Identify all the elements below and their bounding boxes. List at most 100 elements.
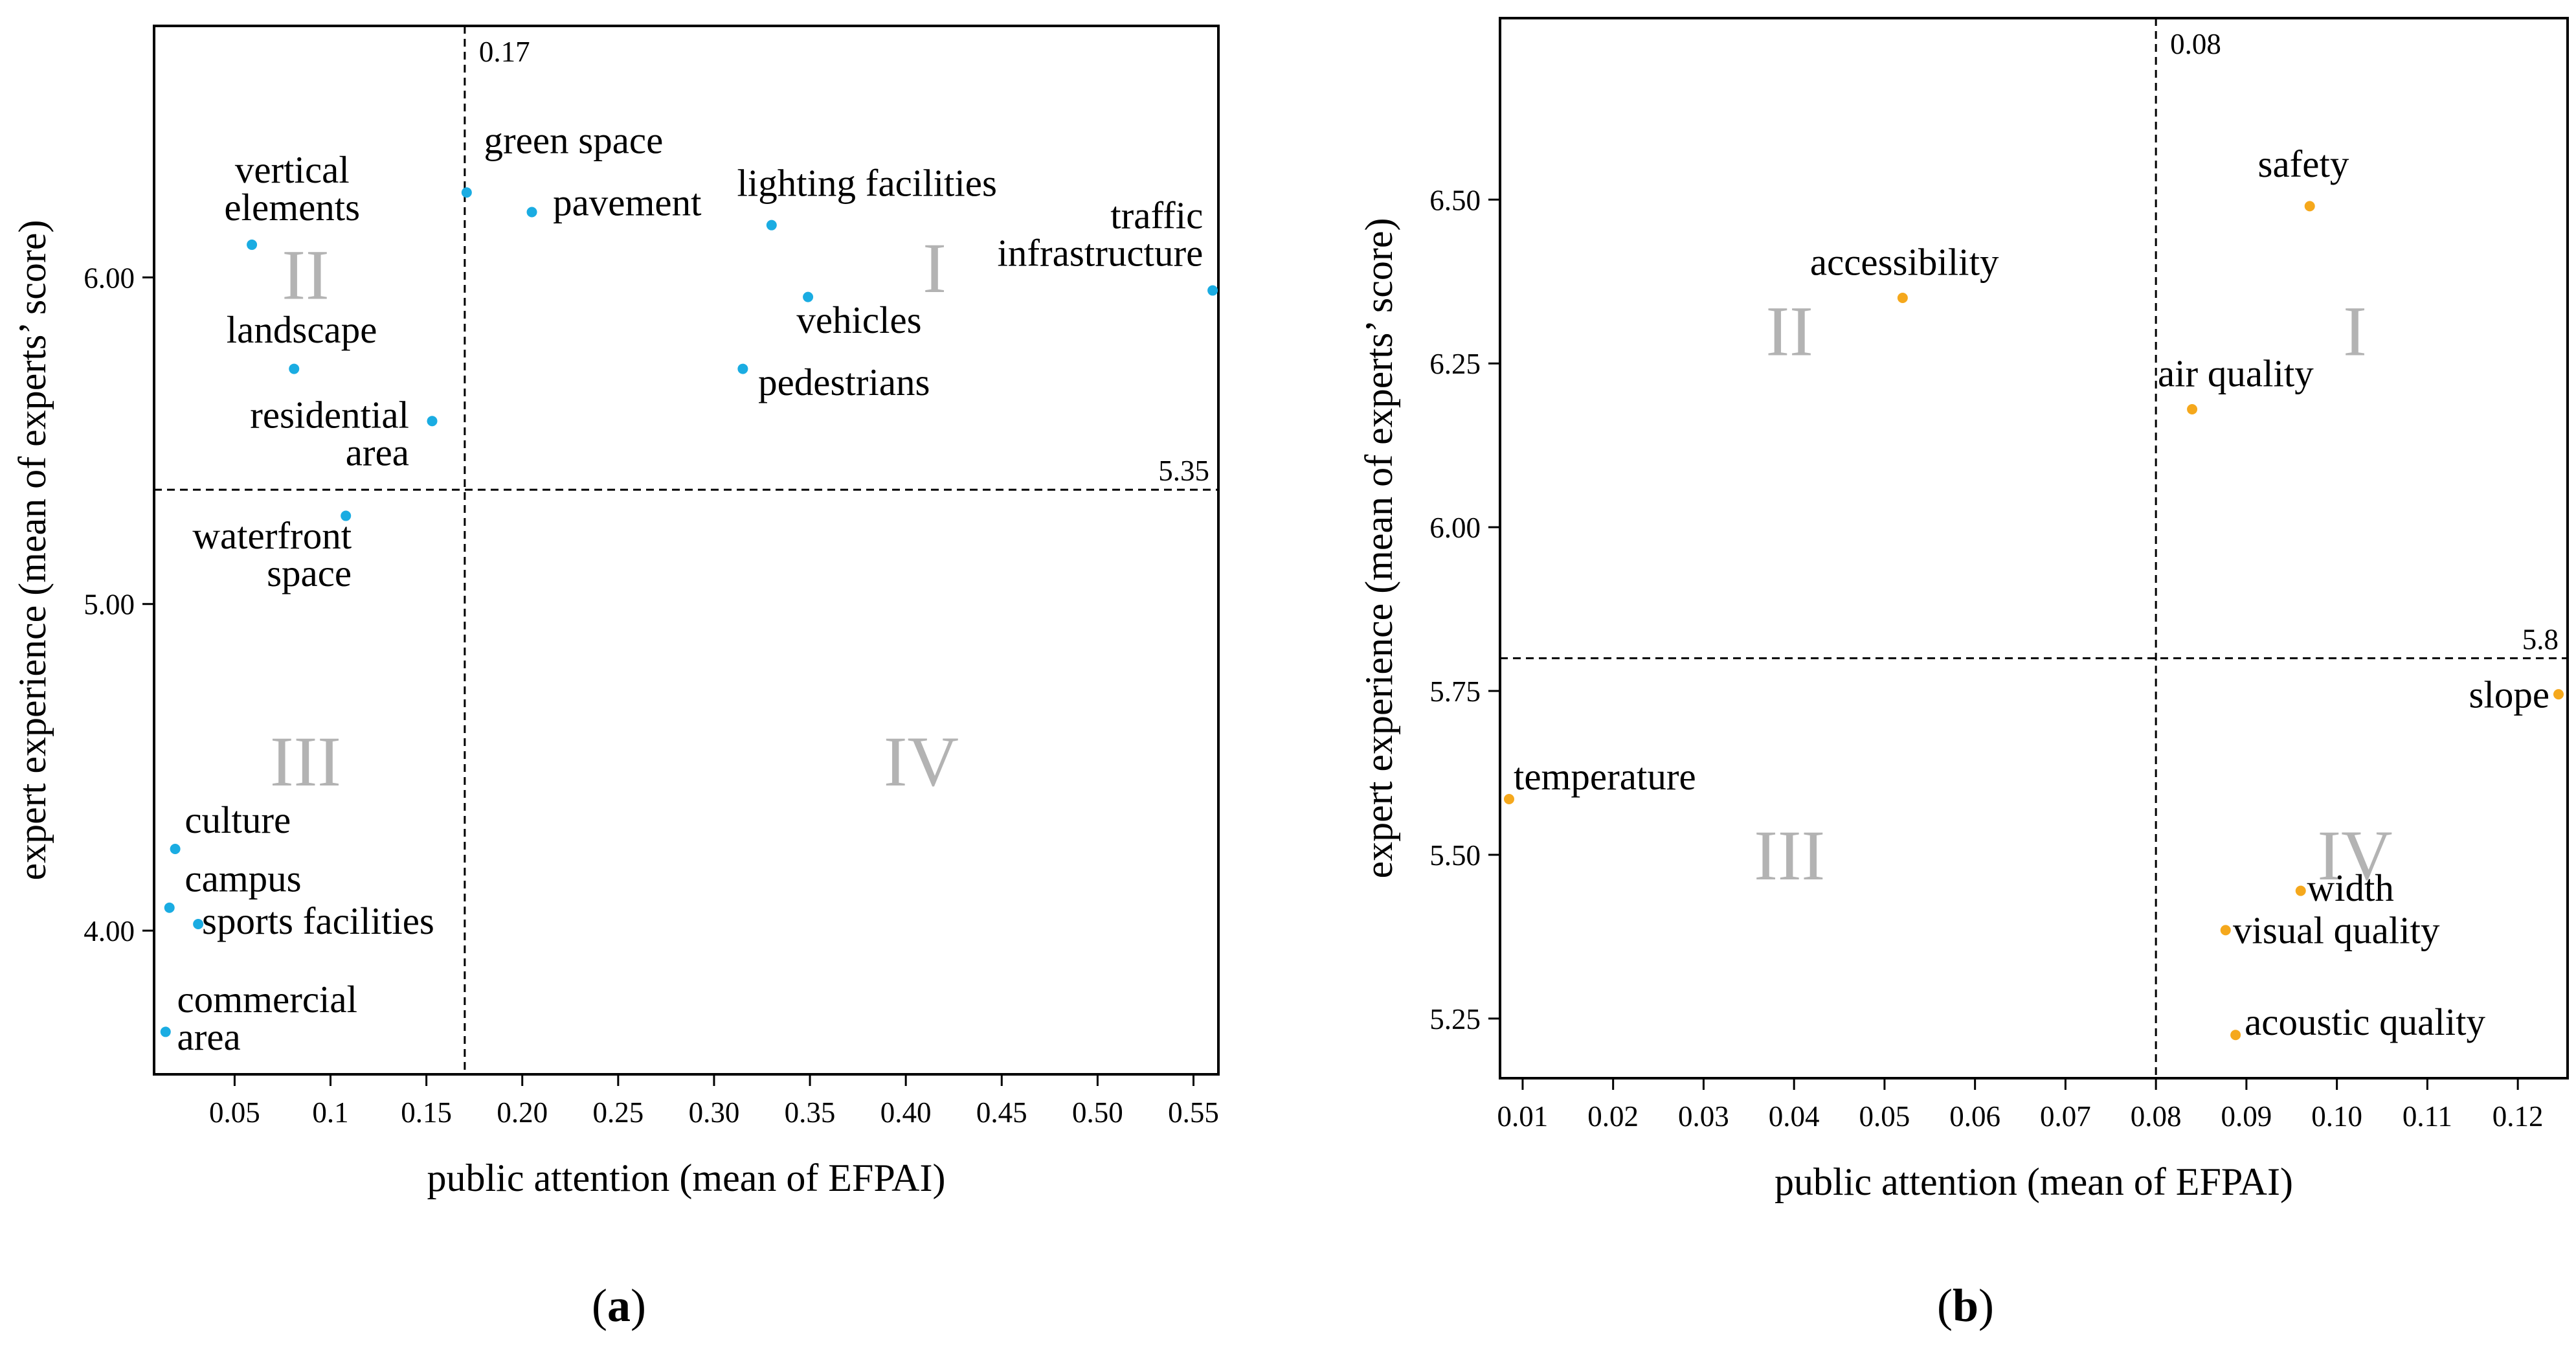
point-label-line: acoustic quality	[2245, 1000, 2485, 1043]
point-label-line: sports facilities	[202, 899, 434, 942]
point-label-line: culture	[185, 798, 291, 841]
quadrant-label: I	[923, 229, 946, 308]
point-label-line: traffic	[1110, 194, 1203, 237]
point-label: temperature	[1514, 755, 1696, 798]
point-label-line: campus	[185, 857, 301, 900]
point-label: campus	[185, 857, 301, 900]
panel-a: 0.05 0.1 0.15 0.20 0.25 0.30 0.35 0.40 0.45 0.50 0…	[11, 25, 1220, 1331]
caption-letter: b	[1953, 1280, 1978, 1331]
caption-paren: (	[1937, 1280, 1953, 1331]
x-tick-label: 0.05	[1859, 1100, 1910, 1133]
point-label: vehicles	[796, 299, 921, 341]
point-label: residential area	[250, 393, 409, 473]
point-label: safety	[2258, 142, 2349, 185]
y-tick-label: 5.50	[1429, 839, 1481, 872]
point-label: lighting facilities	[737, 161, 996, 204]
data-point	[193, 918, 204, 929]
point-label-line: visual quality	[2233, 909, 2440, 952]
quadrant-label: III	[270, 722, 341, 801]
data-point	[160, 1026, 171, 1037]
data-point	[427, 416, 438, 427]
quadrant-label: I	[2343, 292, 2367, 371]
panel-b: 0.01 0.02 0.03 0.04 0.05 0.06 0.07 0.08 0.09 0.10…	[1358, 17, 2569, 1331]
point-label-line: vertical	[235, 148, 350, 191]
point-label-line: residential	[250, 393, 409, 436]
point-label: commercial area	[177, 978, 357, 1058]
point-label-line: waterfront	[192, 514, 352, 557]
data-point	[1503, 793, 1514, 804]
data-point	[766, 220, 777, 231]
point-label-line: area	[177, 1015, 241, 1058]
point-label: air quality	[2158, 352, 2314, 395]
x-axis-label: public attention (mean of EFPAI)	[427, 1157, 946, 1199]
point-label-line: air quality	[2158, 352, 2314, 395]
y-tick-label: 6.25	[1429, 348, 1481, 380]
x-tick-label: 0.40	[880, 1096, 932, 1129]
x-tick-label: 0.03	[1678, 1100, 1729, 1133]
point-label-line: accessibility	[1810, 241, 1999, 284]
y-tick-label: 6.00	[84, 262, 135, 294]
data-point	[289, 363, 300, 374]
point-label: traffic infrastructure	[998, 194, 1204, 275]
point-label-line: landscape	[227, 308, 377, 351]
point-label-line: lighting facilities	[737, 161, 996, 204]
x-tick-label: 0.30	[689, 1096, 740, 1129]
point-label: sports facilities	[202, 899, 434, 942]
y-tick-label: 5.00	[84, 589, 135, 621]
data-point	[2187, 404, 2198, 415]
point-label-line: width	[2307, 866, 2394, 909]
quadrant-label: II	[282, 235, 329, 314]
y-tick-label: 5.75	[1429, 675, 1481, 708]
point-label: waterfront space	[192, 514, 352, 594]
x-tick-label: 0.04	[1769, 1100, 1820, 1133]
y-tick-label: 4.00	[84, 915, 135, 947]
x-tick-label: 0.35	[785, 1096, 836, 1129]
x-tick-label: 0.07	[2040, 1100, 2091, 1133]
point-label: accessibility	[1810, 241, 1999, 284]
point-label-line: green space	[484, 119, 663, 162]
point-label-line: area	[346, 431, 409, 473]
x-tick-label: 0.12	[2492, 1100, 2544, 1133]
x-tick-label: 0.25	[592, 1096, 644, 1129]
point-label: culture	[185, 798, 291, 841]
threshold-x-label: 0.17	[479, 36, 530, 68]
y-tick-label: 6.50	[1429, 184, 1481, 216]
data-point	[2553, 689, 2564, 700]
point-label-line: safety	[2258, 142, 2349, 185]
point-label-line: pavement	[553, 181, 702, 224]
point-label-line: vehicles	[796, 299, 921, 341]
threshold-y-label: 5.8	[2522, 623, 2559, 655]
threshold-x-label: 0.08	[2170, 28, 2221, 60]
y-axis-label: expert experience (mean of experts’ scor…	[11, 220, 54, 881]
point-label-line: slope	[2469, 673, 2550, 716]
quadrant-label: II	[1766, 292, 1813, 371]
y-axis-label: expert experience (mean of experts’ scor…	[1358, 218, 1400, 879]
x-tick-label: 0.20	[497, 1096, 548, 1129]
y-tick-label: 5.25	[1429, 1003, 1481, 1035]
point-label-line: elements	[224, 186, 360, 229]
x-tick-label: 0.10	[2311, 1100, 2362, 1133]
caption-letter: a	[607, 1280, 631, 1331]
x-tick-label: 0.09	[2221, 1100, 2272, 1133]
point-label: vertical elements	[224, 148, 360, 229]
point-label-line: commercial	[177, 978, 357, 1021]
plot-frame	[1499, 17, 2569, 1079]
data-point	[1207, 285, 1218, 296]
data-point	[803, 291, 814, 302]
point-label: pavement	[553, 181, 702, 224]
data-point	[1897, 293, 1908, 304]
panel-caption: (b)	[1937, 1280, 1994, 1331]
data-point	[164, 902, 175, 913]
point-label: landscape	[227, 308, 377, 351]
data-point	[737, 363, 748, 374]
panel-caption: (a)	[592, 1280, 646, 1331]
x-tick-label: 0.15	[401, 1096, 452, 1129]
x-tick-label: 0.55	[1168, 1096, 1219, 1129]
point-label-line: pedestrians	[758, 361, 930, 403]
point-label-line: infrastructure	[998, 232, 1204, 275]
x-tick-label: 0.05	[209, 1096, 260, 1129]
quadrant-label: IV	[2318, 816, 2393, 895]
x-tick-label: 0.08	[2131, 1100, 2182, 1133]
x-tick-label: 0.06	[1949, 1100, 2000, 1133]
